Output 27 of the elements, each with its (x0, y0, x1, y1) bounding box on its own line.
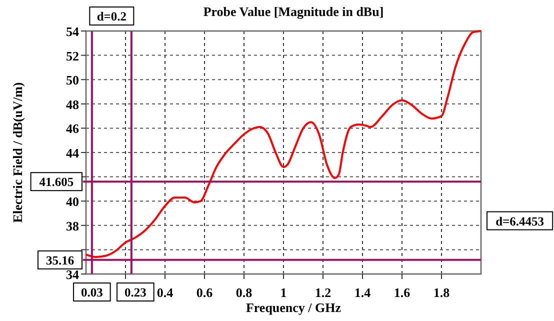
ref-line-label: 0.23 (124, 286, 146, 300)
y-tick-label: 44 (66, 146, 80, 160)
x-tick-label: 0.8 (236, 285, 253, 300)
x-tick-label: 1 (280, 285, 287, 300)
x-tick-label: 0.6 (196, 285, 214, 300)
y-axis-title: Electric Field / dB(uV/m) (10, 82, 25, 223)
x-tick-label: 1.8 (433, 285, 450, 300)
ref-line-label: 35.16 (46, 253, 74, 268)
x-axis-title: Frequency / GHz (246, 300, 342, 315)
y-tick-label: 50 (66, 72, 79, 88)
x-tick-label: 1.6 (394, 285, 411, 300)
line-series (85, 30, 482, 258)
x-tick-label: 0.4 (156, 285, 174, 300)
y-tick-label: 38 (66, 218, 80, 234)
y-tick-label: 48 (66, 96, 80, 112)
x-tick-label: 1.2 (314, 285, 332, 300)
chart-title: Probe Value [Magnitude in dBu] (203, 4, 384, 19)
text: d=6.4453 (496, 214, 544, 228)
y-tick-label: 54 (66, 24, 80, 39)
y-tick-label: 52 (66, 48, 79, 64)
y-tick-label: 40 (66, 194, 79, 210)
x-tick-label: 1.4 (354, 285, 372, 300)
ref-line-label: 0.03 (80, 286, 103, 300)
y-tick-label: 46 (66, 121, 80, 136)
text: d=0.2 (96, 10, 127, 24)
ref-line-label: 41.605 (39, 175, 74, 190)
y-tick-label: 34 (66, 267, 80, 282)
